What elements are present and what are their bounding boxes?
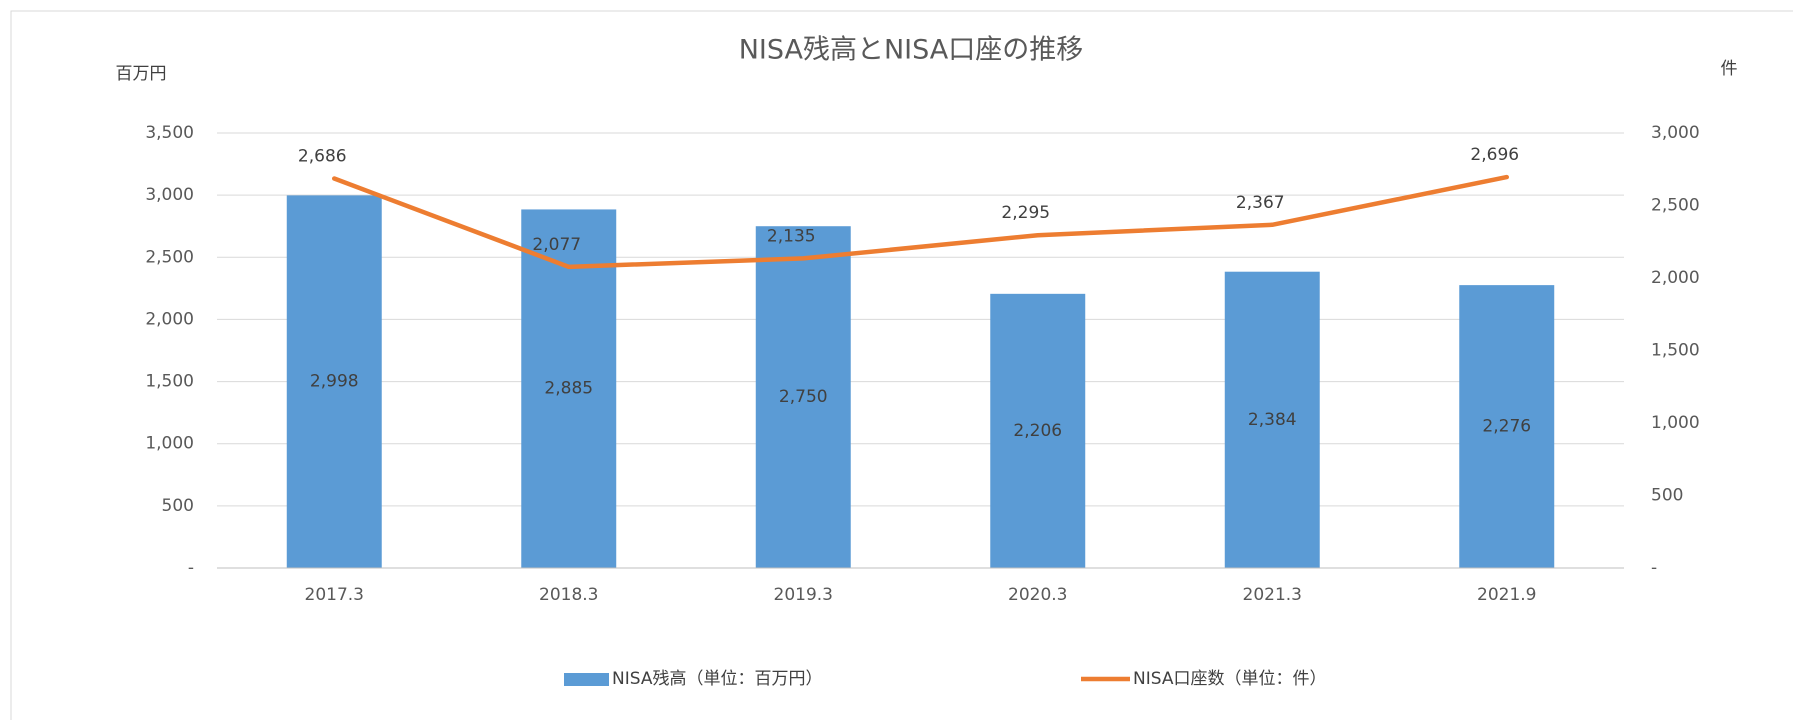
bar xyxy=(755,226,851,568)
y-tick-label: - xyxy=(188,558,194,578)
chart-title: NISA残高とNISA口座の推移 xyxy=(739,35,1084,66)
bar-value-label: 2,384 xyxy=(1248,410,1297,430)
y2-tick-label: - xyxy=(1651,558,1657,578)
bar-value-label: 2,885 xyxy=(544,379,593,399)
y2-tick-label: 1,500 xyxy=(1651,341,1700,361)
y-tick-label: 2,500 xyxy=(145,247,194,267)
y2-tick-label: 500 xyxy=(1651,486,1683,506)
line-value-label: 2,696 xyxy=(1470,145,1519,165)
bar xyxy=(286,195,382,569)
y2-tick-label: 2,000 xyxy=(1651,268,1700,288)
y-tick-label: 1,500 xyxy=(145,372,194,392)
x-tick-label: 2020.3 xyxy=(1008,585,1067,605)
bar xyxy=(1224,271,1320,568)
x-tick-label: 2018.3 xyxy=(539,585,598,605)
bar-value-label: 2,998 xyxy=(310,372,359,392)
line-value-label: 2,686 xyxy=(298,147,347,167)
y2-tick-label: 2,500 xyxy=(1651,196,1700,216)
x-tick-label: 2021.9 xyxy=(1477,585,1536,605)
y-tick-label: 500 xyxy=(162,496,194,516)
line-value-label: 2,135 xyxy=(767,226,816,246)
y-tick-label: 3,500 xyxy=(145,123,194,143)
y2-tick-label: 3,000 xyxy=(1651,123,1700,143)
y-tick-label: 2,000 xyxy=(145,309,194,329)
bar-value-label: 2,206 xyxy=(1013,421,1062,441)
bar-value-label: 2,276 xyxy=(1482,417,1531,437)
line xyxy=(332,174,1509,270)
chart-border xyxy=(10,10,1793,720)
bar xyxy=(1459,285,1555,568)
legend-label: NISA残高（単位：百万円） xyxy=(612,669,822,689)
bar-value-label: 2,750 xyxy=(779,387,828,407)
line-value-label: 2,077 xyxy=(532,235,581,255)
y-axis-label: 百万円 xyxy=(116,64,167,84)
x-tick-label: 2019.3 xyxy=(774,585,833,605)
legend-label: NISA口座数（単位：件） xyxy=(1133,669,1326,689)
y-tick-label: 1,000 xyxy=(145,434,194,454)
bar xyxy=(990,293,1086,568)
y2-tick-label: 1,000 xyxy=(1651,413,1700,433)
bar xyxy=(521,209,617,568)
y2-axis-label: 件 xyxy=(1721,59,1738,79)
legend-swatch xyxy=(564,673,609,686)
x-tick-label: 2021.3 xyxy=(1243,585,1302,605)
y-tick-label: 3,000 xyxy=(145,185,194,205)
line-value-label: 2,295 xyxy=(1001,203,1050,223)
x-tick-label: 2017.3 xyxy=(305,585,364,605)
line-value-label: 2,367 xyxy=(1236,193,1285,213)
